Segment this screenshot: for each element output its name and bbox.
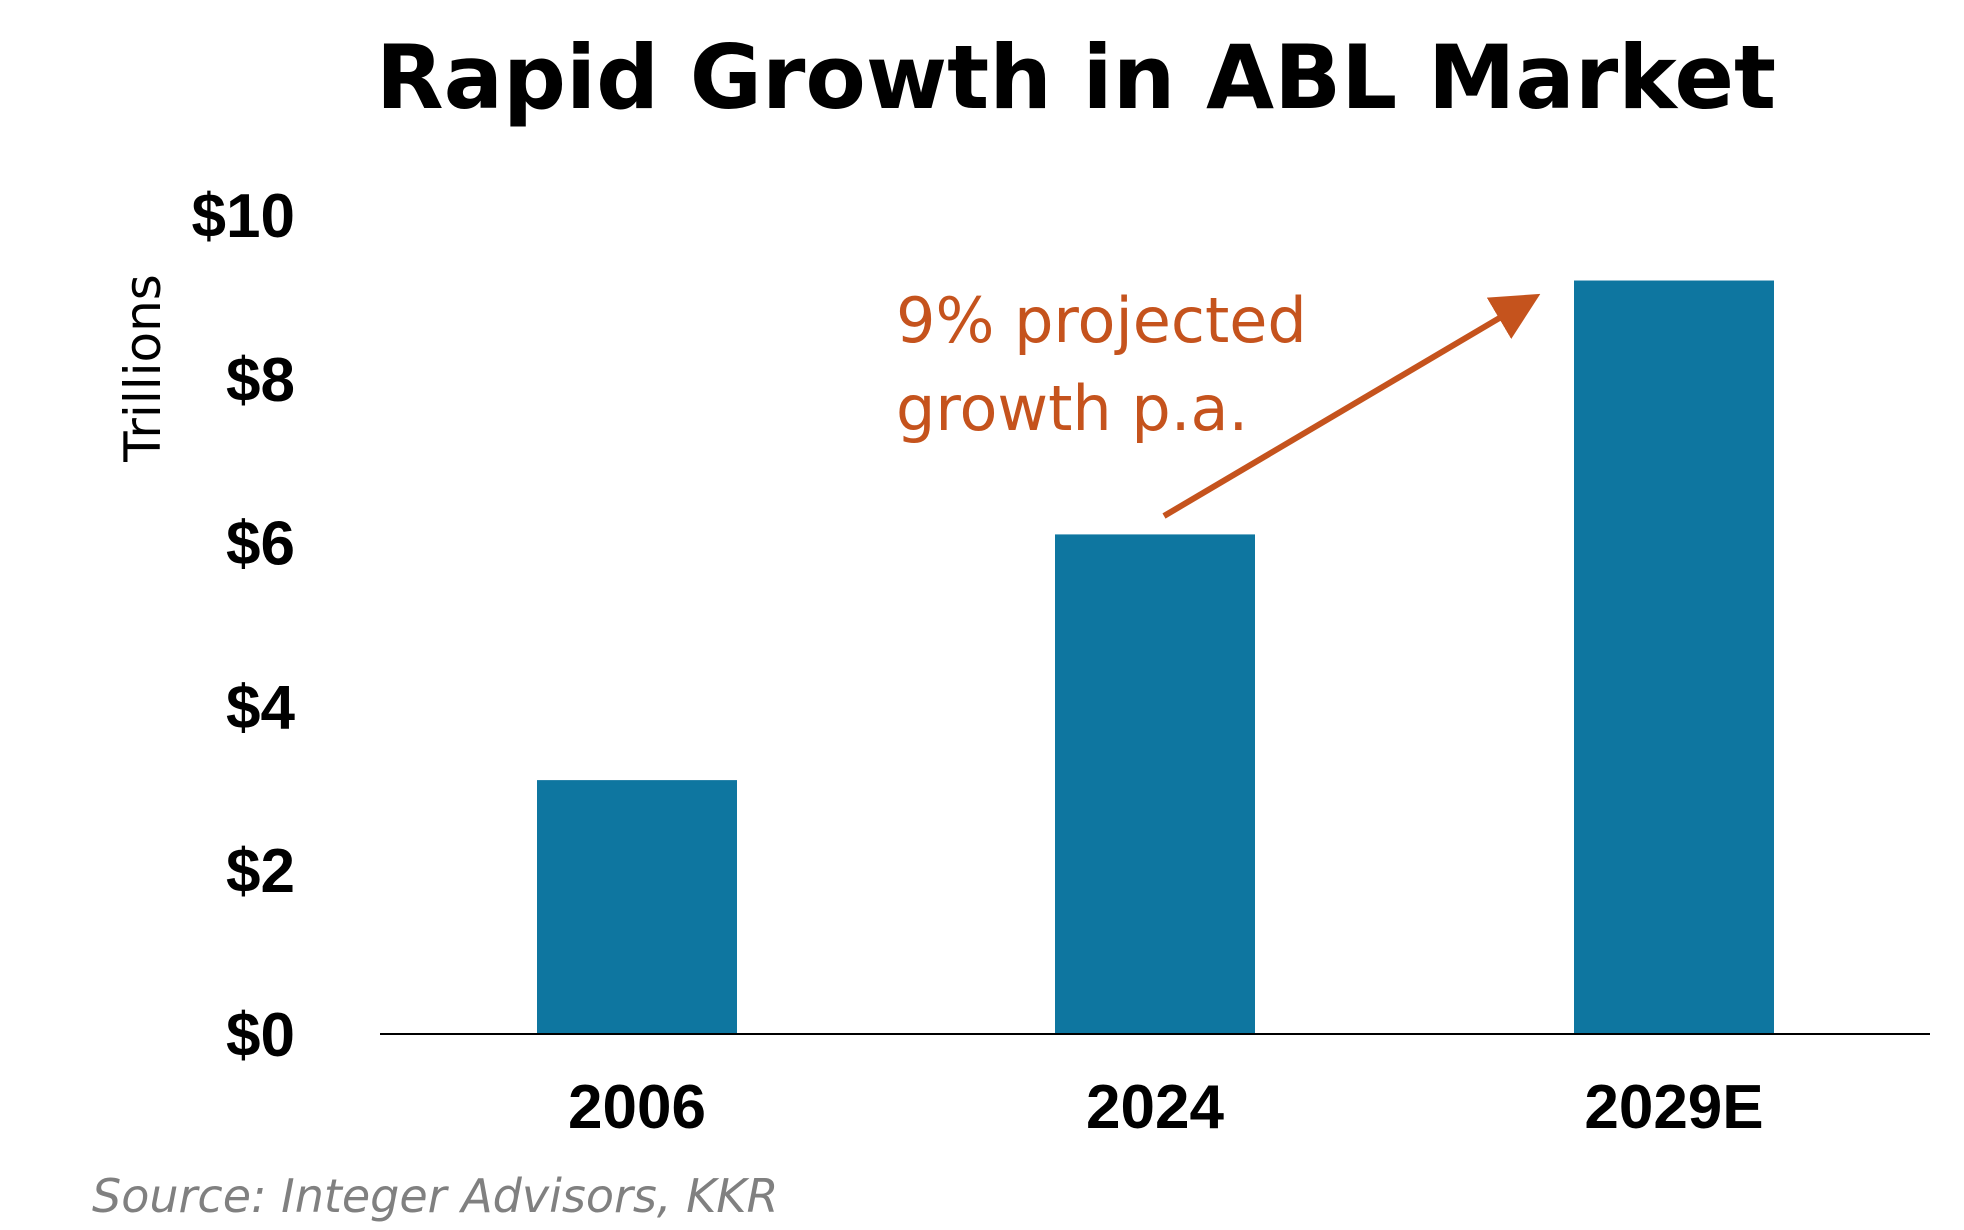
y-tick-label: $10: [192, 182, 295, 251]
bar-2024: [1055, 534, 1255, 1034]
bar-2029e: [1574, 280, 1774, 1034]
x-tick-label: 2029E: [1584, 1073, 1763, 1142]
chart-title: Rapid Growth in ABL Market: [376, 26, 1776, 129]
bars: [537, 280, 1774, 1034]
x-axis-ticks: 2006 2024 2029E: [568, 1073, 1764, 1142]
y-tick-label: $8: [226, 346, 295, 415]
y-tick-label: $4: [226, 673, 295, 742]
growth-arrow: [1162, 293, 1541, 519]
y-tick-label: $0: [226, 1001, 295, 1070]
y-tick-label: $2: [226, 837, 295, 906]
y-tick-label: $6: [226, 510, 295, 579]
annotation-line-2: growth p.a.: [896, 372, 1248, 445]
growth-annotation: 9% projected growth p.a.: [896, 284, 1541, 519]
x-tick-label: 2024: [1086, 1073, 1224, 1142]
source-note: Source: Integer Advisors, KKR: [92, 1169, 778, 1223]
bar-2006: [537, 780, 737, 1034]
x-tick-label: 2006: [568, 1073, 706, 1142]
y-axis-ticks: $0 $2 $4 $6 $8 $10: [192, 182, 296, 1070]
annotation-line-1: 9% projected: [896, 284, 1307, 357]
y-axis-label: Trillions: [114, 274, 172, 463]
